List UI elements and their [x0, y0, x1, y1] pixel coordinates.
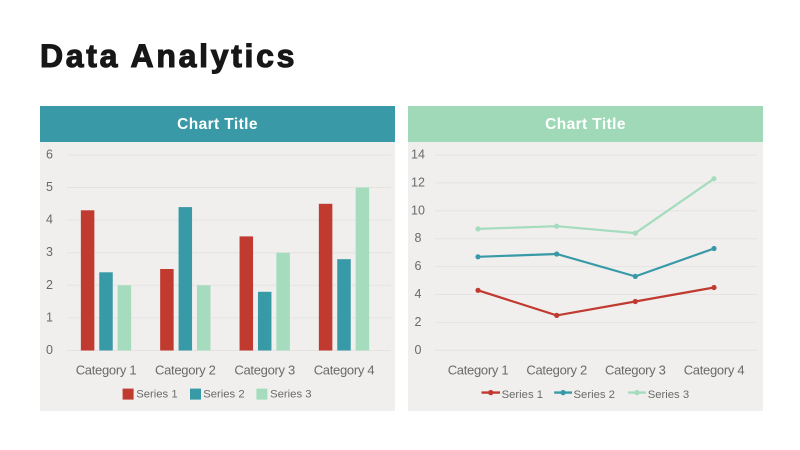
svg-text:Category 4: Category 4	[314, 363, 375, 378]
svg-text:4: 4	[415, 287, 422, 301]
svg-text:Series 2: Series 2	[574, 389, 615, 401]
svg-text:0: 0	[415, 343, 422, 357]
svg-text:5: 5	[46, 180, 53, 194]
svg-text:2: 2	[415, 315, 422, 329]
svg-text:Category 2: Category 2	[155, 363, 216, 378]
svg-text:Series 3: Series 3	[270, 388, 311, 400]
svg-text:Category 1: Category 1	[448, 363, 509, 378]
svg-text:0: 0	[46, 343, 53, 357]
svg-text:Series 3: Series 3	[648, 389, 689, 401]
svg-text:1: 1	[46, 310, 53, 324]
svg-text:2: 2	[46, 278, 53, 292]
svg-text:4: 4	[46, 213, 53, 227]
svg-text:Category 2: Category 2	[526, 363, 587, 378]
svg-text:8: 8	[415, 231, 422, 245]
svg-text:10: 10	[411, 203, 425, 217]
svg-text:Series 1: Series 1	[136, 388, 177, 400]
svg-text:14: 14	[411, 148, 425, 162]
svg-text:6: 6	[46, 147, 53, 161]
svg-text:Category 3: Category 3	[605, 363, 666, 378]
svg-text:Category 1: Category 1	[76, 363, 137, 378]
svg-text:Category 4: Category 4	[684, 363, 745, 378]
svg-text:3: 3	[46, 245, 53, 259]
svg-text:Series 2: Series 2	[203, 388, 244, 400]
svg-text:6: 6	[415, 259, 422, 273]
svg-text:Series 1: Series 1	[502, 389, 543, 401]
svg-text:Category 3: Category 3	[234, 363, 295, 378]
svg-text:12: 12	[411, 175, 425, 189]
